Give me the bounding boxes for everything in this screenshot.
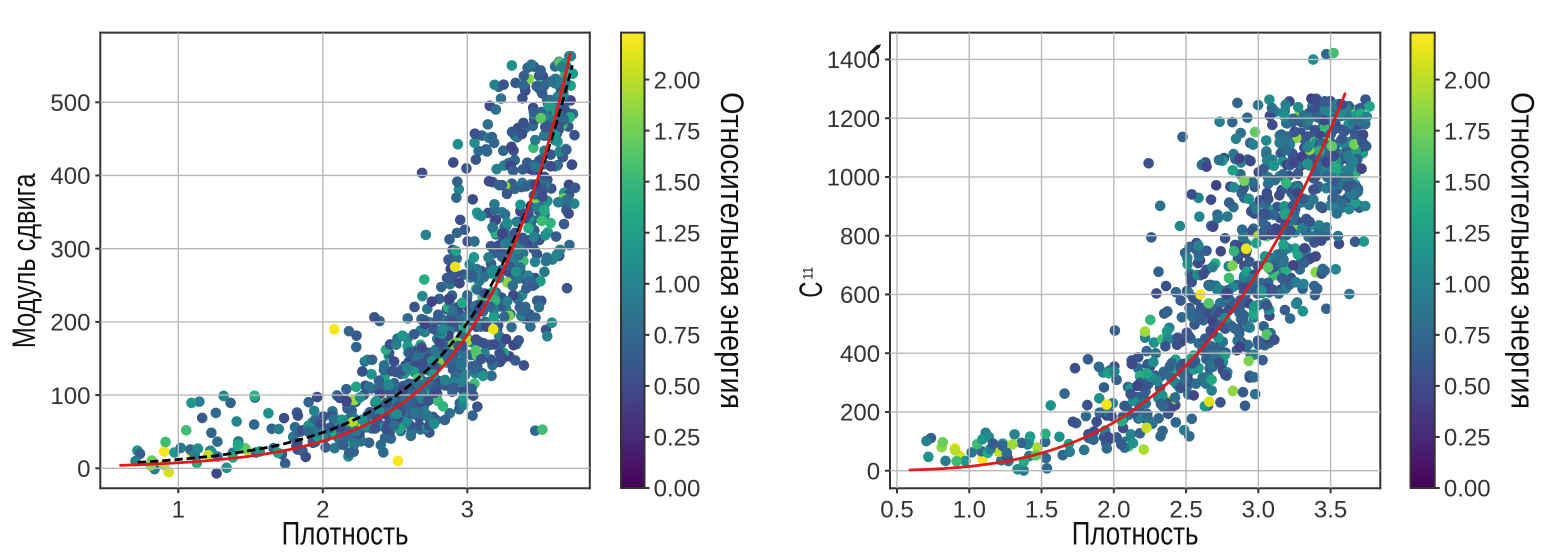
svg-text:Плотность: Плотность (1072, 515, 1199, 552)
svg-text:0.00: 0.00 (1444, 476, 1491, 503)
svg-text:2.0: 2.0 (1097, 497, 1130, 524)
svg-text:1200: 1200 (827, 106, 880, 133)
svg-text:200: 200 (50, 310, 90, 337)
svg-text:600: 600 (840, 282, 880, 309)
svg-text:Плотность: Плотность (282, 515, 409, 552)
svg-text:Модуль сдвига: Модуль сдвига (5, 173, 42, 348)
svg-text:400: 400 (50, 163, 90, 190)
svg-text:1000: 1000 (827, 165, 880, 192)
svg-text:Относительная энергия: Относительная энергия (1504, 92, 1541, 409)
svg-text:1.50: 1.50 (1444, 169, 1491, 196)
svg-text:2: 2 (316, 497, 329, 524)
svg-text:1.50: 1.50 (654, 169, 701, 196)
svg-text:500: 500 (50, 90, 90, 117)
svg-text:1.25: 1.25 (654, 220, 701, 247)
svg-text:0: 0 (77, 456, 90, 483)
svg-text:0.00: 0.00 (654, 476, 701, 503)
svg-text:0.50: 0.50 (1444, 374, 1491, 401)
svg-text:1: 1 (172, 497, 185, 524)
svg-text:3.5: 3.5 (1314, 497, 1347, 524)
svg-text:2.00: 2.00 (1444, 67, 1491, 94)
svg-text:1.75: 1.75 (654, 118, 701, 145)
svg-text:0.25: 0.25 (654, 425, 701, 452)
svg-text:200: 200 (840, 400, 880, 427)
svg-text:0.50: 0.50 (654, 374, 701, 401)
svg-text:0.5: 0.5 (880, 497, 913, 524)
svg-text:1.0: 1.0 (953, 497, 986, 524)
svg-text:300: 300 (50, 236, 90, 263)
svg-text:800: 800 (840, 223, 880, 250)
svg-text:C: C (792, 282, 829, 298)
svg-text:3: 3 (461, 497, 474, 524)
svg-text:0: 0 (867, 458, 880, 485)
svg-text:2.5: 2.5 (1169, 497, 1202, 524)
svg-text:0.25: 0.25 (1444, 425, 1491, 452)
svg-text:3.0: 3.0 (1242, 497, 1275, 524)
svg-text:0.75: 0.75 (1444, 323, 1491, 350)
svg-text:1.75: 1.75 (1444, 118, 1491, 145)
svg-text:11: 11 (800, 267, 815, 280)
svg-text:Относительная энергия: Относительная энергия (714, 92, 751, 409)
svg-text:400: 400 (840, 341, 880, 368)
svg-text:1.25: 1.25 (1444, 220, 1491, 247)
svg-text:100: 100 (50, 383, 90, 410)
svg-text:1.00: 1.00 (1444, 271, 1491, 298)
svg-text:0.75: 0.75 (654, 323, 701, 350)
svg-text:1.00: 1.00 (654, 271, 701, 298)
svg-text:2.00: 2.00 (654, 67, 701, 94)
svg-text:1.5: 1.5 (1025, 497, 1058, 524)
